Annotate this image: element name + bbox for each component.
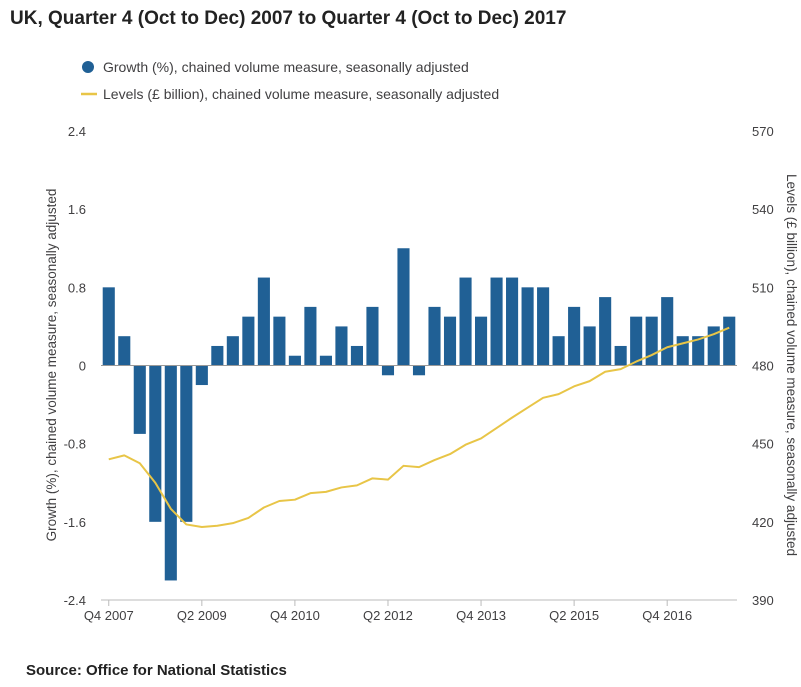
growth-bar — [537, 287, 550, 366]
chart-title: UK, Quarter 4 (Oct to Dec) 2007 to Quart… — [10, 8, 567, 29]
growth-bar — [583, 326, 596, 366]
growth-bar — [397, 248, 410, 366]
levels-line — [108, 326, 730, 529]
y-left-tick-label: -0.8 — [64, 437, 86, 452]
growth-bar — [428, 306, 441, 366]
growth-bar — [164, 365, 177, 581]
growth-bar — [319, 355, 332, 366]
growth-bar — [257, 277, 270, 366]
growth-bar — [288, 355, 301, 366]
x-tick-label: Q4 2010 — [270, 608, 320, 623]
growth-bar — [692, 336, 705, 366]
growth-bar — [552, 336, 565, 366]
growth-bar — [676, 336, 689, 366]
growth-bar — [366, 306, 379, 366]
growth-bar — [723, 316, 736, 366]
y-left-tick-label: 0.8 — [68, 280, 86, 295]
growth-bar — [350, 345, 363, 366]
source-note: Source: Office for National Statistics — [26, 662, 287, 679]
growth-bar — [661, 297, 674, 366]
growth-bar — [475, 316, 488, 366]
y-left-ticks: 2.4 1.6 0.8 0 -0.8 -1.6 -2.4 — [64, 124, 86, 608]
y-right-tick-label: 390 — [752, 593, 774, 608]
growth-bar — [599, 297, 612, 366]
growth-bar — [459, 277, 472, 366]
y-right-tick-label: 510 — [752, 280, 774, 295]
y-left-axis-title: Growth (%), chained volume measure, seas… — [44, 189, 59, 542]
x-tick-label: Q2 2015 — [549, 608, 599, 623]
y-right-axis-title: Levels (£ billion), chained volume measu… — [784, 174, 799, 556]
growth-bar — [149, 365, 162, 522]
y-left-tick-label: 2.4 — [68, 124, 86, 139]
growth-bar — [645, 316, 658, 366]
y-right-tick-label: 480 — [752, 359, 774, 374]
legend-label-growth: Growth (%), chained volume measure, seas… — [103, 59, 469, 75]
growth-bar — [226, 336, 239, 366]
growth-bar — [273, 316, 286, 366]
y-right-tick-label: 420 — [752, 515, 774, 530]
growth-bar — [133, 365, 146, 434]
growth-bar — [568, 306, 581, 366]
y-left-tick-label: -2.4 — [64, 593, 86, 608]
growth-bar — [304, 306, 317, 366]
growth-bar — [490, 277, 503, 366]
growth-bar — [118, 336, 131, 366]
x-tick-label: Q4 2016 — [642, 608, 692, 623]
y-left-tick-label: -1.6 — [64, 515, 86, 530]
x-tick-label: Q2 2012 — [363, 608, 413, 623]
x-tick-label: Q4 2007 — [84, 608, 134, 623]
legend-marker-growth — [82, 61, 94, 73]
x-tick-label: Q4 2013 — [456, 608, 506, 623]
growth-bar — [630, 316, 643, 366]
legend[interactable]: Growth (%), chained volume measure, seas… — [81, 59, 499, 102]
growth-bar — [195, 365, 208, 386]
growth-bar — [242, 316, 255, 366]
y-right-tick-label: 570 — [752, 124, 774, 139]
y-left-tick-label: 1.6 — [68, 202, 86, 217]
x-axis: Q4 2007 Q2 2009 Q4 2010 Q2 2012 Q4 2013 Q2 20… — [84, 599, 737, 623]
growth-bars — [102, 248, 736, 581]
y-right-ticks: 570 540 510 480 450 420 390 — [752, 124, 774, 608]
y-right-tick-label: 450 — [752, 437, 774, 452]
legend-label-levels: Levels (£ billion), chained volume measu… — [103, 86, 499, 102]
growth-bar — [614, 345, 627, 366]
growth-bar — [412, 365, 426, 376]
growth-bar — [102, 287, 115, 366]
y-right-tick-label: 540 — [752, 202, 774, 217]
y-left-tick-label: 0 — [79, 359, 86, 374]
growth-bar — [335, 326, 348, 366]
growth-bar — [521, 287, 534, 366]
growth-bar — [180, 365, 193, 522]
x-tick-label: Q2 2009 — [177, 608, 227, 623]
growth-bar — [211, 345, 224, 366]
growth-bar — [506, 277, 519, 366]
growth-bar — [443, 316, 457, 366]
growth-bar — [381, 365, 395, 376]
